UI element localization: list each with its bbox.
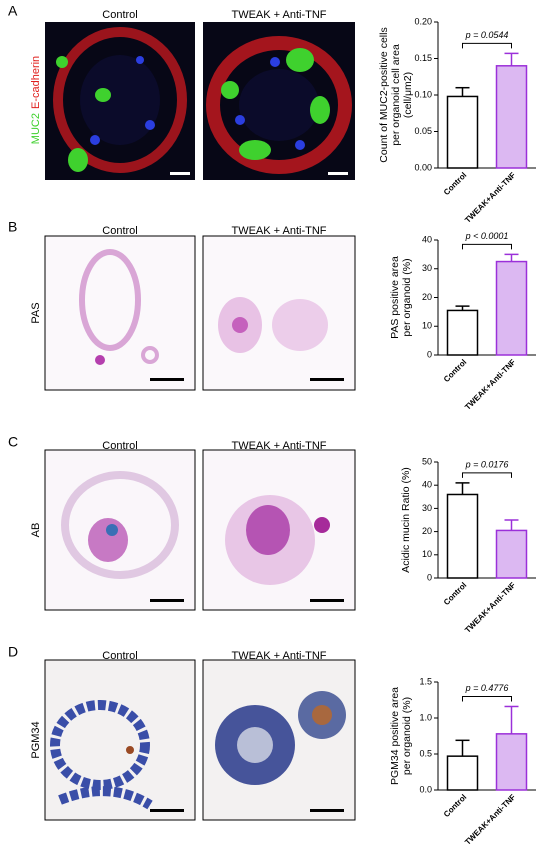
x-tick-label: Control bbox=[442, 358, 468, 384]
image-b-control bbox=[44, 235, 196, 391]
bar bbox=[446, 309, 479, 356]
significance-bracket bbox=[462, 695, 512, 702]
x-tick-label: TWEAK+Anti-TNF bbox=[463, 580, 517, 634]
panel-letter: A bbox=[8, 3, 18, 19]
significance-bracket bbox=[462, 42, 512, 49]
stain-label: MUC2 E-cadherin bbox=[30, 56, 42, 144]
image-a-control bbox=[45, 22, 195, 180]
y-axis-label: per organoid (%) bbox=[401, 697, 413, 775]
stain-label-part: E-cadherin bbox=[30, 56, 42, 109]
y-axis-label: PGM34 positive area bbox=[389, 687, 401, 785]
y-tick-label: 20 bbox=[422, 292, 432, 302]
bar bbox=[495, 733, 528, 791]
significance-label: p = 0.4776 bbox=[465, 683, 509, 693]
bar bbox=[446, 755, 479, 791]
y-axis-label: Count of MUC2-positive cells bbox=[378, 27, 390, 162]
image-b-treated bbox=[202, 235, 356, 391]
bar bbox=[495, 65, 528, 169]
y-tick-label: 50 bbox=[422, 456, 432, 466]
stain-label: AB bbox=[30, 523, 42, 538]
y-axis-label: PAS positive area bbox=[389, 256, 401, 339]
bar bbox=[446, 493, 479, 579]
y-tick-label: 10 bbox=[422, 549, 432, 559]
x-tick-label: TWEAK+Anti-TNF bbox=[463, 792, 517, 846]
image-title: TWEAK + Anti-TNF bbox=[231, 225, 326, 237]
x-tick-label: TWEAK+Anti-TNF bbox=[463, 357, 517, 411]
y-tick-label: 0.0 bbox=[419, 784, 432, 794]
bar bbox=[446, 95, 479, 169]
significance-label: p = 0.0544 bbox=[465, 30, 509, 40]
significance-label: p = 0.0176 bbox=[465, 459, 509, 469]
image-d-control bbox=[44, 659, 196, 821]
y-tick-label: 20 bbox=[422, 526, 432, 536]
y-tick-label: 0.5 bbox=[419, 748, 432, 758]
y-axis-label: (cell/μm2) bbox=[402, 72, 414, 118]
significance-label: p < 0.0001 bbox=[465, 231, 509, 241]
y-tick-label: 0.20 bbox=[414, 16, 432, 26]
stain-label: PGM34 bbox=[30, 721, 42, 758]
image-d-treated bbox=[202, 659, 356, 821]
significance-bracket bbox=[462, 243, 512, 250]
y-tick-label: 30 bbox=[422, 263, 432, 273]
y-tick-label: 40 bbox=[422, 234, 432, 244]
panel-letter: B bbox=[8, 219, 17, 235]
y-tick-label: 30 bbox=[422, 503, 432, 513]
y-tick-label: 1.0 bbox=[419, 712, 432, 722]
significance-bracket bbox=[462, 472, 512, 478]
x-tick-label: Control bbox=[442, 581, 468, 607]
image-a-treated bbox=[203, 22, 355, 180]
image-c-control bbox=[44, 449, 196, 611]
y-tick-label: 0.00 bbox=[414, 162, 432, 172]
image-title: TWEAK + Anti-TNF bbox=[231, 440, 326, 452]
y-tick-label: 0 bbox=[427, 349, 432, 359]
y-tick-label: 1.5 bbox=[419, 676, 432, 686]
y-tick-label: 0.05 bbox=[414, 126, 432, 136]
image-title: Control bbox=[102, 440, 137, 452]
image-title: TWEAK + Anti-TNF bbox=[231, 650, 326, 662]
stain-label-part: PAS bbox=[30, 302, 42, 323]
image-title: Control bbox=[102, 9, 137, 21]
image-c-treated bbox=[202, 449, 356, 611]
y-tick-label: 10 bbox=[422, 321, 432, 331]
y-tick-label: 0.10 bbox=[414, 89, 432, 99]
image-title: TWEAK + Anti-TNF bbox=[231, 9, 326, 21]
image-title: Control bbox=[102, 225, 137, 237]
x-tick-label: TWEAK+Anti-TNF bbox=[463, 170, 517, 224]
bar bbox=[495, 260, 528, 356]
bar bbox=[495, 529, 528, 579]
y-axis-label: per organoid cell area bbox=[390, 44, 402, 146]
y-tick-label: 40 bbox=[422, 480, 432, 490]
stain-label-part: MUC2 bbox=[30, 113, 42, 144]
y-tick-label: 0.15 bbox=[414, 53, 432, 63]
stain-label-part: PGM34 bbox=[30, 721, 42, 758]
panel-letter: D bbox=[8, 644, 18, 660]
image-title: Control bbox=[102, 650, 137, 662]
x-tick-label: Control bbox=[442, 171, 468, 197]
y-axis-label: Acidic mucin Ratio (%) bbox=[400, 467, 412, 573]
y-tick-label: 0 bbox=[427, 572, 432, 582]
stain-label: PAS bbox=[30, 302, 42, 323]
y-axis-label: per organoid (%) bbox=[401, 258, 413, 336]
stain-label-part: AB bbox=[30, 523, 42, 538]
panel-letter: C bbox=[8, 434, 18, 450]
x-tick-label: Control bbox=[442, 793, 468, 819]
